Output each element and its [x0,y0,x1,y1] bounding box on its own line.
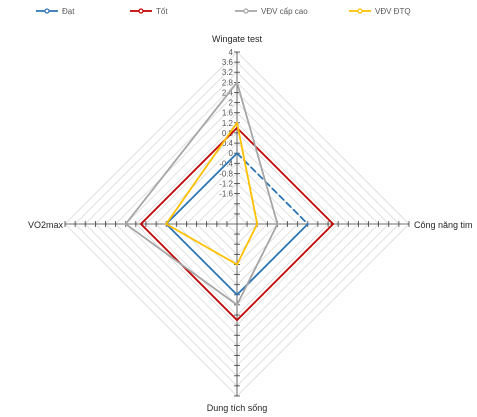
radar-series [124,81,335,322]
legend-label: Đạt [62,7,75,16]
radial-tick-label: 4 [229,48,234,57]
axis-label: Công năng tim [414,220,473,230]
radial-tick-label: 0.8 [222,129,234,138]
radial-tick-labels: 43.63.22.82.421.61.20.80.40-0.4-0.8-1.2-… [219,48,233,199]
radial-tick-label: -0.8 [219,169,233,178]
series-segment [236,223,335,322]
chart-legend: Đạt Tốt VĐV cấp cao VĐV ĐTQ [36,7,411,16]
legend-label: VĐV cấp cao [261,7,308,16]
legend-item: Đạt [36,7,75,16]
series-2 [124,81,279,306]
radial-tick-label: -1.6 [219,190,233,199]
radial-tick-label: 0 [229,149,234,158]
series-segment [236,223,279,306]
radial-tick-label: 3.2 [222,68,234,77]
series-segment [165,223,238,266]
radial-tick-label: -1.2 [219,180,233,189]
legend-swatch-marker [44,8,50,14]
series-segment [165,223,238,296]
radar-spokes [64,51,410,397]
axis-label: VO2max [28,220,64,230]
series-segment [236,223,259,266]
radial-tick-label: 2 [229,99,234,108]
legend-label: VĐV ĐTQ [375,7,411,16]
series-segment [124,223,238,306]
legend-swatch-marker [138,8,144,14]
series-1 [139,127,335,322]
series-3 [165,121,259,266]
series-segment [236,127,335,225]
axis-label: Wingate test [212,34,263,44]
series-segment [139,127,238,225]
radial-tick-label: 3.6 [222,58,234,67]
radial-tick-label: 2.8 [222,78,234,87]
radial-tick-label: 1.6 [222,109,234,118]
legend-label: Tốt [156,7,168,16]
series-segment [165,121,238,225]
radial-tick-label: 0.4 [222,139,234,148]
radial-tick-label: 1.2 [222,119,234,128]
series-segment [236,121,259,225]
legend-item: VĐV cấp cao [235,7,308,16]
axis-labels: Wingate test Công năng tim Dung tích sống V… [28,34,473,413]
legend-swatch-marker [357,8,363,14]
series-segment [236,81,279,225]
legend-item: Tốt [130,7,168,16]
series-segment [165,152,238,225]
series-segment [236,152,309,225]
series-0 [165,152,309,296]
series-segment [124,81,238,225]
legend-swatch-marker [243,8,249,14]
series-segment [139,223,238,322]
axis-label: Dung tích sống [207,403,268,413]
legend-item: VĐV ĐTQ [349,7,411,16]
